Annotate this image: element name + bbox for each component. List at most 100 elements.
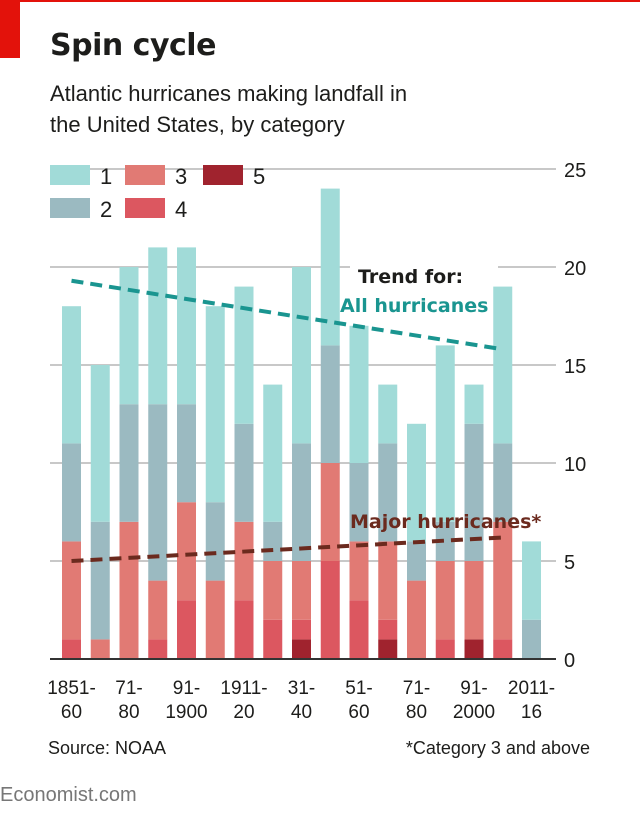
x-tick-label: 1851- (47, 678, 96, 699)
y-tick-label-20: 20 (564, 258, 586, 280)
bar-segment-cat4 (320, 561, 340, 659)
bar-segment-cat3 (177, 502, 196, 601)
footnote: *Category 3 and above (405, 738, 590, 758)
bar-segment-cat3 (148, 580, 168, 640)
bar-segment-cat4 (263, 619, 283, 659)
legend-swatch-cat3 (125, 165, 165, 185)
bar-segment-cat2 (205, 502, 225, 581)
bar-segment-cat1 (263, 384, 283, 522)
accent-tag (0, 0, 20, 58)
x-tick-label: 71- (403, 678, 430, 699)
bar-segment-cat2 (464, 423, 484, 561)
bar-2011-16 (522, 541, 541, 659)
bar-segment-cat2 (320, 345, 340, 463)
bar-segment-cat3 (62, 541, 81, 640)
bar-segment-cat1 (234, 286, 254, 424)
brand-logo-text: Economist.com (0, 784, 137, 806)
legend-label-cat5: 5 (253, 164, 265, 189)
bar-segment-cat4 (62, 639, 81, 659)
legend-swatch-cat4 (125, 198, 165, 218)
bar-1951-60 (349, 325, 369, 659)
bar-segment-cat4 (148, 639, 168, 659)
bar-segment-cat3 (349, 541, 369, 601)
chart-title: Spin cycle (50, 28, 216, 63)
bar-segment-cat5 (378, 639, 398, 659)
bar-segment-cat1 (119, 267, 139, 405)
trend-all-label: All hurricanes (340, 295, 488, 317)
bar-segment-cat1 (292, 267, 311, 444)
trend-lines (71, 278, 504, 563)
bar-segment-cat3 (205, 580, 225, 659)
bar-segment-cat3 (263, 561, 283, 620)
bar-segment-cat1 (205, 306, 225, 503)
bar-1901-10 (205, 306, 225, 659)
bar-segment-cat2 (349, 463, 369, 542)
bar-segment-cat1 (320, 188, 340, 346)
subtitle-line-2: the United States, by category (50, 112, 345, 137)
bar-1991-2000 (464, 384, 484, 659)
trend-line-major (71, 535, 503, 563)
bar-segment-cat2 (62, 443, 81, 542)
y-tick-label-15: 15 (564, 356, 586, 378)
legend-label-cat4: 4 (175, 197, 187, 222)
bar-segment-cat3 (234, 521, 254, 601)
x-tick-label-line2: 1900 (165, 702, 207, 723)
bar-1861-70 (90, 365, 110, 659)
legend-swatch-cat5 (203, 165, 243, 185)
bar-segment-cat2 (378, 443, 398, 542)
bar-segment-cat3 (119, 521, 139, 659)
x-tick-label-line2: 40 (291, 702, 312, 723)
x-axis-ticks: 1851- 60 71- 80 91- 1900 1911- 20 31- 40 51- 60 71- 8… (47, 678, 555, 723)
y-tick-label-10: 10 (564, 454, 586, 476)
bar-segment-cat2 (522, 619, 541, 659)
legend-label-cat1: 1 (100, 164, 112, 189)
x-tick-label: 91- (173, 678, 200, 699)
bar-segment-cat4 (234, 600, 254, 659)
legend-swatch-cat2 (50, 198, 90, 218)
bar-segment-cat2 (292, 443, 311, 561)
bar-segment-cat2 (407, 541, 426, 581)
bar-segment-cat2 (234, 423, 254, 522)
bar-segment-cat1 (62, 306, 81, 444)
x-tick-label: 31- (288, 678, 315, 699)
bar-segment-cat2 (90, 521, 110, 640)
y-tick-label-0: 0 (564, 650, 575, 672)
trend-major-label: Major hurricanes* (350, 511, 541, 533)
bar-segment-cat1 (349, 325, 369, 463)
bar-segment-cat1 (148, 247, 168, 405)
legend-label-cat2: 2 (100, 197, 112, 222)
bar-2001-10 (493, 286, 513, 659)
bar-1911-20 (234, 286, 254, 659)
x-tick-label-line2: 80 (406, 702, 427, 723)
bar-1971-80 (407, 423, 426, 659)
bar-segment-cat3 (320, 463, 340, 561)
x-tick-label: 71- (115, 678, 142, 699)
bar-segment-cat3 (435, 561, 455, 640)
x-tick-label-line2: 16 (521, 702, 542, 723)
trend-annotations: Trend for: All hurricanes Major hurrican… (340, 258, 541, 533)
x-tick-label-line2: 60 (61, 702, 82, 723)
x-tick-label-line2: 20 (233, 702, 254, 723)
x-tick-label-line2: 60 (348, 702, 369, 723)
bar-segment-cat5 (464, 639, 484, 659)
x-tick-label: 51- (345, 678, 372, 699)
y-tick-label-5: 5 (564, 552, 575, 574)
bar-segment-cat3 (378, 541, 398, 620)
bar-1921-30 (263, 384, 283, 659)
bar-1881-90 (148, 247, 168, 659)
bar-segment-cat5 (292, 639, 311, 659)
x-tick-label: 1911- (220, 678, 267, 699)
x-tick-label: 2011- (508, 678, 555, 699)
bar-segment-cat4 (493, 639, 513, 659)
y-tick-label-25: 25 (564, 160, 586, 182)
bar-segment-cat4 (435, 639, 455, 659)
bar-1961-70 (378, 384, 398, 659)
trend-line-all (71, 278, 504, 352)
bar-segment-cat3 (464, 561, 484, 640)
bar-1941-50 (320, 188, 340, 659)
trend-heading-label: Trend for: (358, 266, 463, 288)
bar-segment-cat1 (435, 345, 455, 522)
x-tick-label: 91- (460, 678, 487, 699)
bar-segment-cat1 (407, 423, 426, 542)
